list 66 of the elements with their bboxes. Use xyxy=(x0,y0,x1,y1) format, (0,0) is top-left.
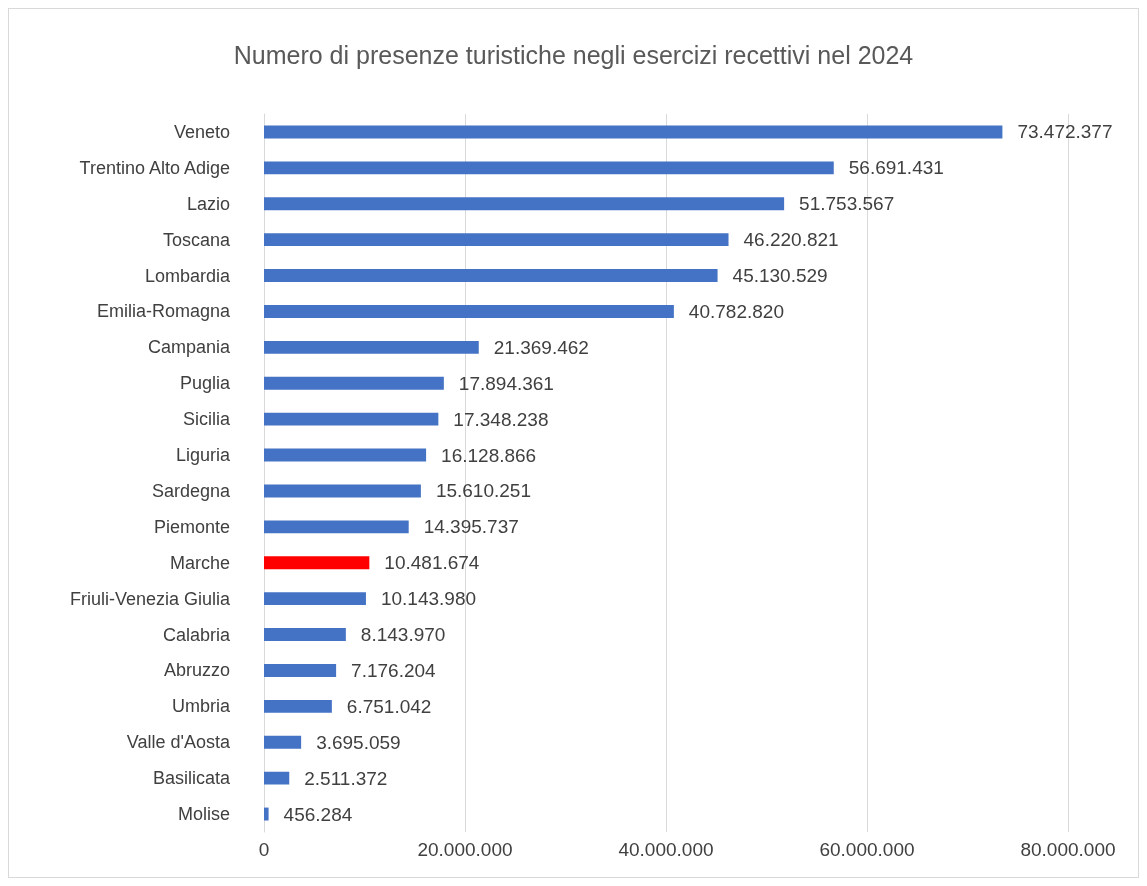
bar xyxy=(264,161,834,175)
data-label: 40.782.820 xyxy=(688,300,784,322)
data-label: 21.369.462 xyxy=(493,336,589,358)
y-tick-label: Lombardia xyxy=(144,265,231,286)
bar xyxy=(264,340,479,354)
bar xyxy=(264,628,346,642)
y-tick-label: Toscana xyxy=(162,229,231,250)
data-label: 456.284 xyxy=(283,803,353,825)
data-label: 73.472.377 xyxy=(1017,121,1113,143)
data-label: 14.395.737 xyxy=(423,516,519,538)
bar xyxy=(264,376,444,390)
data-label: 51.753.567 xyxy=(799,193,895,215)
y-tick-label: Puglia xyxy=(179,373,231,394)
y-tick-label: Marche xyxy=(169,552,230,573)
bar xyxy=(264,520,409,534)
x-tick-label: 60.000.000 xyxy=(819,839,915,860)
x-tick-label: 0 xyxy=(258,839,270,860)
bar xyxy=(264,735,302,749)
y-tick-label: Abruzzo xyxy=(163,660,230,681)
data-label: 3.695.059 xyxy=(316,731,401,753)
y-tick-label: Valle d'Aosta xyxy=(126,732,231,753)
y-tick-label: Campania xyxy=(147,337,231,358)
data-label: 7.176.204 xyxy=(351,659,437,681)
bar xyxy=(264,699,332,713)
bar xyxy=(264,412,439,426)
y-tick-label: Umbria xyxy=(171,696,231,717)
x-tick-label: 80.000.000 xyxy=(1020,839,1116,860)
y-tick-label: Piemonte xyxy=(153,516,230,537)
y-tick-label: Lazio xyxy=(186,193,230,214)
bar xyxy=(264,125,1003,139)
data-label: 16.128.866 xyxy=(441,444,537,466)
data-label: 6.751.042 xyxy=(346,695,432,717)
chart-title: Numero di presenze turistiche negli esercizi recettivi nel 2024 xyxy=(233,40,914,69)
bar xyxy=(264,592,366,606)
data-label: 45.130.529 xyxy=(732,265,828,287)
bar xyxy=(264,233,729,247)
bar xyxy=(264,484,421,498)
data-label: 8.143.970 xyxy=(360,624,446,646)
bar xyxy=(264,556,370,570)
data-label: 56.691.431 xyxy=(848,157,944,179)
data-label: 17.348.238 xyxy=(453,408,549,430)
y-tick-label: Sicilia xyxy=(182,409,231,430)
data-label: 10.481.674 xyxy=(384,552,480,574)
data-label: 10.143.980 xyxy=(380,588,477,610)
x-tick-label: 20.000.000 xyxy=(417,839,513,860)
y-tick-label: Veneto xyxy=(173,121,230,142)
y-tick-label: Liguria xyxy=(175,445,231,466)
bar xyxy=(264,304,674,318)
data-label: 2.511.372 xyxy=(304,767,388,789)
data-label: 46.220.821 xyxy=(743,229,839,251)
bar xyxy=(264,771,290,785)
y-tick-label: Emilia-Romagna xyxy=(96,301,231,322)
y-tick-label: Basilicata xyxy=(152,768,231,789)
x-tick-label: 40.000.000 xyxy=(618,839,714,860)
bar xyxy=(264,448,427,462)
data-label: 17.894.361 xyxy=(458,372,554,394)
y-tick-label: Calabria xyxy=(162,624,231,645)
bar xyxy=(264,663,337,677)
y-tick-label: Molise xyxy=(177,804,230,825)
bar xyxy=(264,269,718,283)
data-label: 15.610.251 xyxy=(435,480,531,502)
y-tick-label: Trentino Alto Adige xyxy=(79,157,230,178)
y-tick-label: Sardegna xyxy=(151,480,231,501)
bar xyxy=(264,807,269,821)
bar xyxy=(264,197,785,211)
y-tick-label: Friuli-Venezia Giulia xyxy=(69,588,231,609)
